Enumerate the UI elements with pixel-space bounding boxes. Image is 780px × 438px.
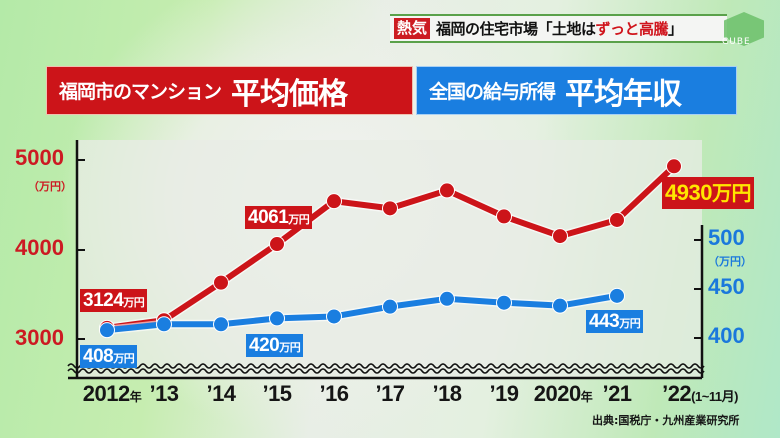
- value-label-income-2012: 408万円: [80, 345, 138, 368]
- source-note: 出典:国税庁・九州産業研究所: [592, 414, 740, 427]
- chart-panel: [77, 140, 702, 378]
- data-point: [326, 308, 342, 325]
- value-label-income-2021: 443万円: [586, 310, 644, 333]
- cube-logo-icon: [724, 12, 764, 46]
- x-label-2021: ’21: [602, 381, 632, 406]
- left-axis-unit: （万円）: [28, 180, 72, 193]
- headline-title-prefix: 福岡の住宅市場「土地は: [436, 20, 596, 38]
- headline-title-suffix: 」: [668, 20, 683, 38]
- data-point: [552, 297, 568, 314]
- x-label-2019: ’19: [489, 381, 519, 406]
- right-tick-500: 500: [708, 225, 745, 250]
- headline-title-highlight: ずっと高騰: [595, 20, 669, 38]
- x-label-2020: 2020年: [533, 381, 593, 406]
- data-point: [439, 182, 455, 199]
- value-label-price-2022: 4930万円: [662, 177, 754, 209]
- x-label-2013: ’13: [149, 381, 179, 406]
- right-axis-unit: （万円）: [708, 255, 752, 268]
- data-point: [269, 236, 285, 253]
- data-point: [552, 228, 568, 245]
- data-point: [609, 287, 625, 304]
- left-tick-5000: 5000: [15, 145, 64, 170]
- data-point: [156, 316, 172, 333]
- right-tick-450: 450: [708, 274, 745, 299]
- x-label-2015: ’15: [262, 381, 292, 406]
- legend-income-subtitle: 全国の給与所得: [429, 81, 556, 103]
- legend-income-title: 平均年収: [565, 76, 682, 112]
- value-label-price-2012: 3124万円: [80, 289, 148, 312]
- data-point: [439, 290, 455, 307]
- data-point: [99, 322, 115, 339]
- legend-price-title: 平均価格: [231, 76, 348, 112]
- data-point: [496, 208, 512, 225]
- data-point: [326, 193, 342, 210]
- data-point: [213, 274, 229, 291]
- axis-break-icon: [67, 363, 705, 374]
- headline-banner: 熱気 福岡の住宅市場「土地はずっと高騰」: [390, 14, 727, 43]
- data-point: [213, 316, 229, 333]
- legend-header-income: 全国の給与所得 平均年収: [416, 66, 737, 115]
- x-label-2016: ’16: [319, 381, 349, 406]
- topic-tag: 熱気: [394, 18, 431, 39]
- right-tick-400: 400: [708, 323, 745, 348]
- x-label-2018: ’18: [432, 381, 462, 406]
- data-point: [609, 211, 625, 228]
- left-tick-3000: 3000: [15, 325, 64, 350]
- value-label-income-2015: 420万円: [246, 334, 304, 357]
- value-label-price-2015: 4061万円: [245, 206, 313, 229]
- data-point: [269, 310, 285, 327]
- data-point: [382, 200, 398, 217]
- headline-title: 福岡の住宅市場「土地はずっと高騰」: [436, 18, 683, 39]
- data-point: [382, 298, 398, 315]
- legend-price-subtitle: 福岡市のマンション: [59, 81, 222, 103]
- x-label-2017: ’17: [375, 381, 405, 406]
- legend-header-price: 福岡市のマンション 平均価格: [46, 66, 413, 115]
- x-label-2014: ’14: [206, 381, 236, 406]
- left-tick-4000: 4000: [15, 235, 64, 260]
- x-label-2012: 2012年: [82, 381, 142, 406]
- cube-logo-label: CUBE: [722, 37, 751, 47]
- data-point: [496, 294, 512, 311]
- income-series: [99, 287, 625, 339]
- x-label-2022: ’22(1~11月): [662, 381, 738, 406]
- data-point: [666, 158, 682, 175]
